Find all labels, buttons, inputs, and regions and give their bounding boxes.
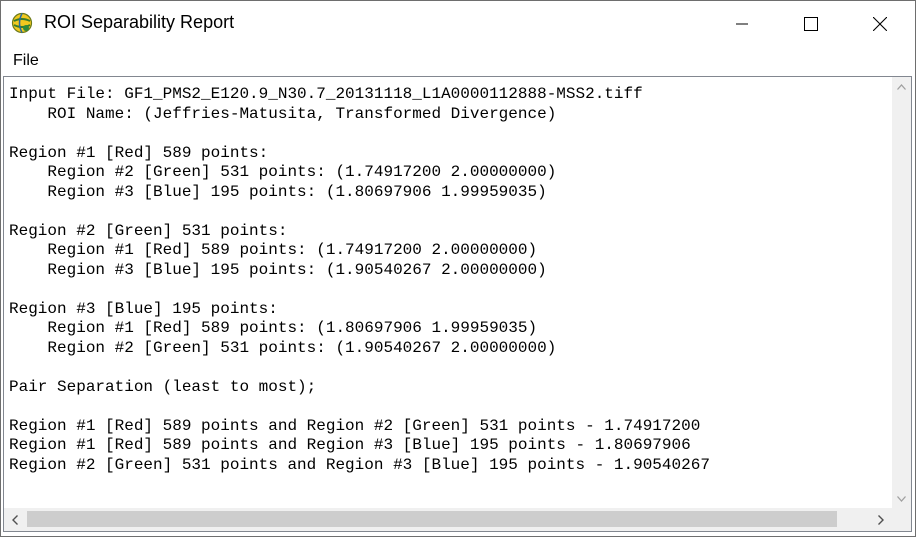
window-title: ROI Separability Report bbox=[44, 12, 235, 32]
report-line: Region #2 [Green] 531 points: (1.7491720… bbox=[9, 163, 557, 181]
vertical-scrollbar[interactable] bbox=[892, 77, 911, 508]
report-line: Region #2 [Green] 531 points and Region … bbox=[9, 455, 710, 474]
report-line: Region #1 [Red] 589 points: (1.74917200 … bbox=[9, 241, 538, 259]
report-text-frame: Input File: GF1_PMS2_E120.9_N30.7_201311… bbox=[3, 76, 912, 532]
scroll-down-button[interactable] bbox=[892, 489, 911, 508]
report-line bbox=[9, 358, 892, 378]
maximize-icon bbox=[804, 16, 818, 31]
chevron-left-icon bbox=[12, 514, 18, 525]
report-line: Region #2 [Green] 531 points: bbox=[9, 221, 288, 240]
horizontal-scroll-thumb[interactable] bbox=[27, 511, 837, 527]
report-line: Region #2 [Green] 531 points: (1.9054026… bbox=[9, 338, 557, 357]
menu-file[interactable]: File bbox=[13, 52, 39, 69]
report-line: ROI Name: (Jeffries-Matusita, Transforme… bbox=[9, 104, 557, 123]
report-line: Region #3 [Blue] 195 points: (1.90540267… bbox=[9, 260, 547, 279]
report-line bbox=[9, 280, 892, 300]
scroll-up-button[interactable] bbox=[892, 77, 911, 96]
report-text-area[interactable]: Input File: GF1_PMS2_E120.9_N30.7_201311… bbox=[4, 77, 892, 508]
minimize-icon bbox=[736, 23, 748, 24]
maximize-button[interactable] bbox=[788, 1, 834, 46]
scrollbar-corner bbox=[892, 508, 911, 531]
menu-bar: File bbox=[1, 46, 915, 74]
scroll-left-button[interactable] bbox=[4, 508, 26, 531]
report-line: Input File: GF1_PMS2_E120.9_N30.7_201311… bbox=[9, 85, 643, 103]
title-bar[interactable]: ROI Separability Report bbox=[1, 1, 915, 46]
report-line bbox=[9, 397, 892, 417]
report-line: Region #3 [Blue] 195 points: bbox=[9, 299, 278, 318]
chevron-right-icon bbox=[878, 514, 884, 525]
report-line: Pair Separation (least to most); bbox=[9, 377, 317, 396]
report-line: Region #1 [Red] 589 points: (1.80697906 … bbox=[9, 319, 538, 337]
report-line: Region #1 [Red] 589 points: bbox=[9, 143, 269, 162]
horizontal-scrollbar[interactable] bbox=[4, 508, 892, 531]
minimize-button[interactable] bbox=[719, 1, 765, 46]
report-line bbox=[9, 124, 892, 144]
envi-globe-icon bbox=[11, 12, 33, 34]
close-icon bbox=[873, 16, 887, 31]
report-line: Region #3 [Blue] 195 points: (1.80697906… bbox=[9, 182, 547, 201]
close-button[interactable] bbox=[857, 1, 903, 46]
report-line bbox=[9, 202, 892, 222]
chevron-down-icon bbox=[897, 495, 906, 502]
report-line: Region #1 [Red] 589 points and Region #2… bbox=[9, 416, 701, 435]
scroll-right-button[interactable] bbox=[870, 508, 892, 531]
report-line: Region #1 [Red] 589 points and Region #3… bbox=[9, 436, 691, 454]
chevron-up-icon bbox=[897, 83, 906, 90]
